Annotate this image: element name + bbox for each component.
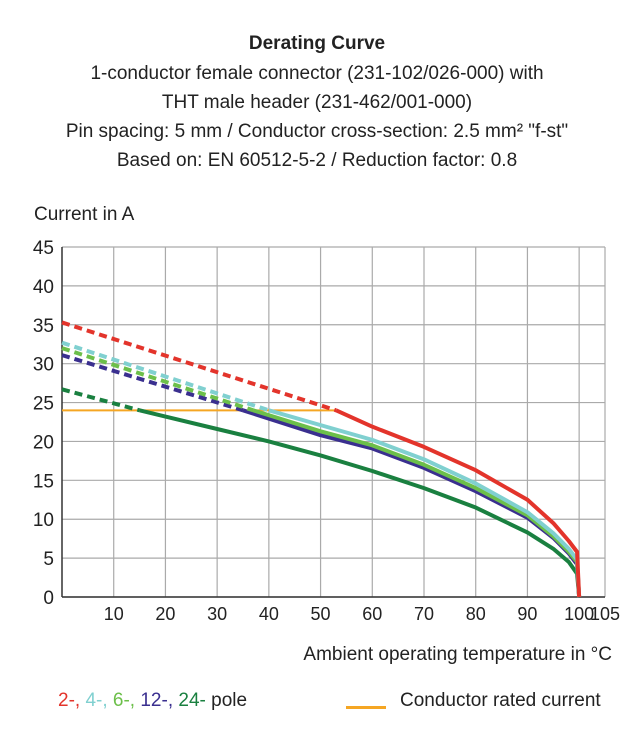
x-tick-label: 100 [564, 604, 594, 624]
y-tick-label: 5 [43, 549, 54, 570]
y-tick-label: 45 [33, 238, 54, 259]
x-tick-label: 20 [155, 604, 175, 624]
x-tick-label: 50 [311, 604, 331, 624]
y-tick-label: 15 [33, 471, 54, 492]
series-2-pole-solid [335, 408, 582, 598]
series-6-pole-dashed [61, 346, 254, 413]
chart-subtitle-2: THT male header (231-462/001-000) [161, 92, 473, 113]
y-tick-label: 10 [33, 510, 54, 531]
y-tick-label: 20 [33, 432, 54, 453]
legend-rated-label: Conductor rated current [400, 690, 601, 711]
legend-poles: 2-, 4-, 6-, 12-, 24- pole [58, 690, 247, 712]
x-axis-label: Ambient operating temperature in °C [303, 644, 612, 665]
series-12-pole-dashed [61, 353, 244, 413]
legend-rated-swatch [346, 706, 386, 709]
y-tick-label: 35 [33, 316, 54, 337]
series-4-pole-dashed [61, 340, 270, 413]
series-12-pole-solid [242, 408, 582, 598]
x-tick-label: 60 [362, 604, 382, 624]
y-tick-label: 25 [33, 394, 54, 415]
chart-subtitle-4: Based on: EN 60512-5-2 / Reduction facto… [116, 150, 518, 171]
x-tick-label: 10 [104, 604, 124, 624]
series-4-pole-solid [268, 408, 582, 598]
legend-series-2: 2-, [58, 690, 86, 711]
x-tick-label: 30 [207, 604, 227, 624]
legend-series-4: 4-, [85, 690, 113, 711]
chart-subtitle-3: Pin spacing: 5 mm / Conductor cross-sect… [65, 121, 569, 142]
series-24-pole-dashed [61, 387, 141, 413]
x-tick-label: 70 [414, 604, 434, 624]
series-24-pole-solid [139, 408, 582, 598]
legend-series-6: 6-, [112, 690, 141, 711]
legend-series-24: 24- [178, 690, 212, 711]
x-tick-label: 40 [259, 604, 279, 624]
y-tick-label: 0 [43, 588, 54, 609]
x-tick-label: 105 [590, 604, 620, 624]
series-2-pole-dashed [61, 320, 337, 413]
legend-pole-suffix: pole [211, 690, 248, 711]
y-axis-label: Current in A [34, 204, 135, 225]
legend-series-12: 12-, [140, 690, 179, 711]
y-tick-label: 30 [33, 355, 54, 376]
x-tick-label: 90 [517, 604, 537, 624]
chart-title: Derating Curve [248, 33, 386, 54]
chart-subtitle-1: 1-conductor female connector (231-102/02… [90, 63, 544, 84]
x-tick-label: 80 [466, 604, 486, 624]
y-tick-label: 40 [33, 277, 54, 298]
